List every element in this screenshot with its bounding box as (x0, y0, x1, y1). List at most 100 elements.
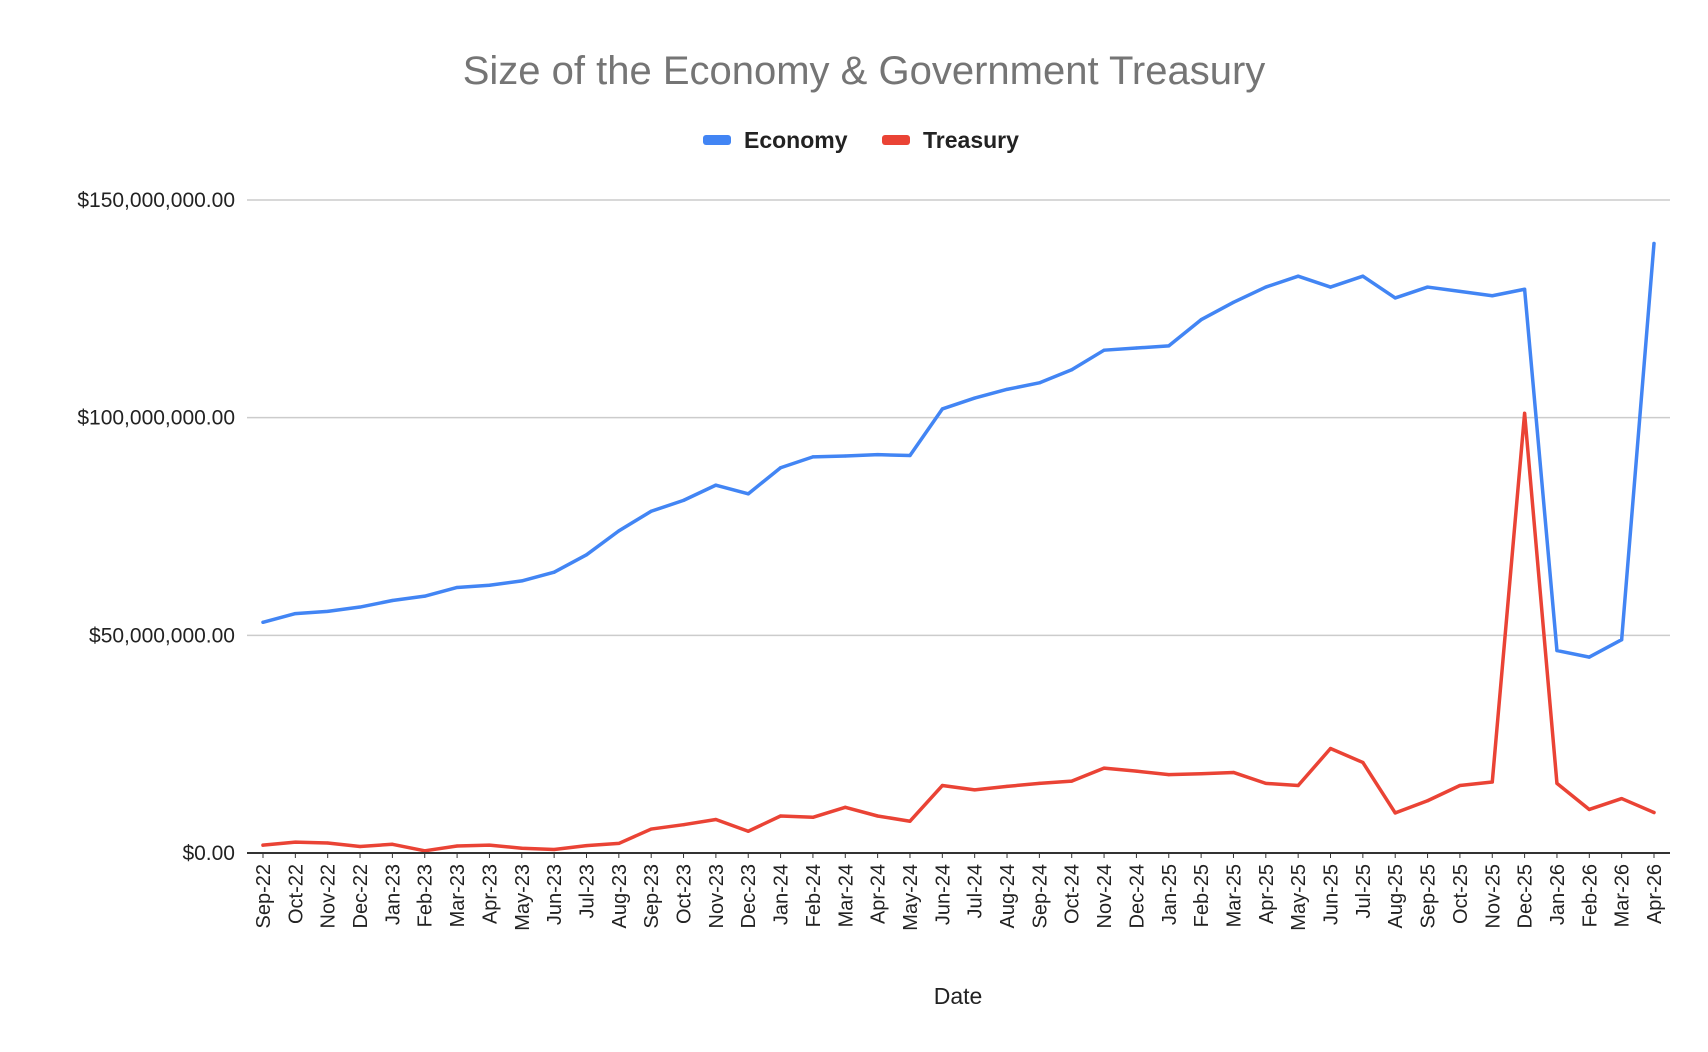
y-axis-ticks: $0.00 $50,000,000.00 $100,000,000.00 $150,0… (77, 189, 235, 865)
data-point-economy (390, 598, 394, 603)
data-point-treasury (1458, 783, 1462, 788)
data-point-treasury (552, 847, 556, 852)
data-point-treasury (423, 849, 427, 853)
data-point-treasury (1328, 746, 1333, 751)
data-point-economy (1296, 274, 1300, 278)
data-point-treasury (1490, 780, 1494, 784)
data-point-economy (778, 466, 783, 470)
data-point-treasury (584, 844, 589, 848)
data-point-economy (552, 570, 556, 574)
data-point-treasury (1425, 799, 1430, 803)
data-point-treasury (1587, 807, 1591, 812)
data-point-economy (1328, 285, 1333, 289)
legend-label-treasury: Treasury (923, 127, 1019, 153)
data-point-treasury (714, 817, 718, 822)
data-point-treasury (778, 814, 783, 818)
x-tick-label: Jun-24 (932, 864, 954, 925)
x-tick-label: Jun-23 (544, 864, 566, 925)
data-point-treasury (487, 843, 492, 847)
data-point-economy (1523, 287, 1527, 291)
data-point-treasury (1167, 773, 1171, 777)
gridlines (247, 199, 1670, 637)
data-point-economy (358, 605, 362, 609)
x-tick-label: Apr-26 (1644, 864, 1666, 924)
data-point-treasury (1264, 781, 1268, 785)
x-tick-label: Apr-24 (868, 864, 890, 924)
data-point-treasury (617, 841, 621, 846)
x-tick-label: Aug-25 (1385, 864, 1407, 929)
x-tick-label: Mar-24 (835, 864, 857, 927)
x-tick-label: Aug-24 (997, 864, 1019, 929)
data-point-economy (649, 509, 653, 513)
x-tick-label: Nov-22 (318, 864, 340, 928)
x-tick-label: Oct-24 (1062, 864, 1084, 924)
data-point-economy (1555, 648, 1559, 653)
legend-swatch-treasury (882, 135, 910, 145)
data-point-economy (681, 498, 686, 502)
data-point-treasury (1134, 769, 1139, 773)
data-point-treasury (1393, 811, 1397, 815)
data-point-treasury (326, 841, 330, 845)
data-point-economy (714, 483, 718, 487)
data-point-treasury (681, 823, 686, 827)
data-point-economy (1199, 318, 1203, 322)
x-tick-label: Jan-25 (1159, 864, 1181, 925)
data-point-economy (811, 455, 815, 459)
data-point-economy (1587, 655, 1591, 659)
data-point-economy (908, 453, 912, 458)
legend: Economy Treasury (703, 127, 1019, 153)
data-point-treasury (390, 842, 394, 846)
x-tick-label: Sep-24 (1029, 864, 1051, 929)
x-tick-label: Sep-23 (641, 864, 663, 929)
data-point-economy (1037, 381, 1041, 385)
data-point-treasury (876, 814, 880, 818)
data-point-economy (1070, 368, 1074, 372)
x-tick-label: Jan-23 (382, 864, 404, 925)
x-tick-label: Sep-25 (1418, 864, 1440, 929)
x-tick-label: Aug-23 (609, 864, 631, 929)
data-point-treasury (746, 829, 750, 833)
x-tick-label: Dec-22 (350, 864, 372, 928)
data-point-economy (1620, 638, 1624, 642)
y-tick-label: $0.00 (182, 842, 235, 865)
data-point-economy (487, 583, 492, 587)
data-point-economy (1264, 285, 1268, 289)
series-line-treasury (261, 411, 1656, 853)
data-point-treasury (908, 819, 912, 823)
data-point-treasury (1555, 781, 1559, 785)
data-point-treasury (1620, 796, 1624, 801)
data-point-economy (973, 396, 977, 400)
x-axis-ticks: Sep-22 Oct-22 Nov-22 Dec-22 Jan-23 Feb-23 Mar-… (253, 853, 1666, 931)
data-point-treasury (1231, 770, 1236, 775)
x-tick-label: Feb-24 (803, 864, 825, 927)
data-point-economy (617, 529, 621, 533)
data-point-treasury (649, 827, 653, 831)
data-point-economy (1393, 296, 1397, 300)
x-tick-label: Jul-23 (576, 864, 598, 918)
x-tick-label: Mar-25 (1223, 864, 1245, 927)
data-point-treasury (811, 815, 815, 819)
data-point-economy (1134, 346, 1139, 350)
legend-swatch-economy (703, 135, 731, 145)
x-tick-label: Apr-23 (479, 864, 501, 924)
x-tick-label: Oct-23 (674, 864, 696, 924)
data-point-treasury (293, 840, 297, 844)
data-point-treasury (1070, 779, 1074, 783)
data-point-treasury (1296, 783, 1300, 788)
x-tick-label: Sep-22 (253, 864, 275, 929)
data-point-economy (876, 453, 880, 457)
y-tick-label: $100,000,000.00 (77, 407, 235, 430)
data-point-treasury (261, 843, 265, 847)
data-point-economy (1490, 294, 1494, 298)
data-point-economy (1005, 387, 1009, 391)
y-tick-label: $50,000,000.00 (89, 624, 235, 647)
data-point-economy (1167, 344, 1171, 348)
x-tick-label: Mar-23 (447, 864, 469, 927)
x-tick-label: Oct-22 (285, 864, 307, 924)
data-point-economy (520, 579, 524, 583)
data-point-economy (1458, 289, 1462, 294)
x-tick-label: Feb-23 (415, 864, 437, 927)
x-tick-label: Feb-26 (1579, 864, 1601, 927)
data-point-treasury (358, 844, 362, 849)
